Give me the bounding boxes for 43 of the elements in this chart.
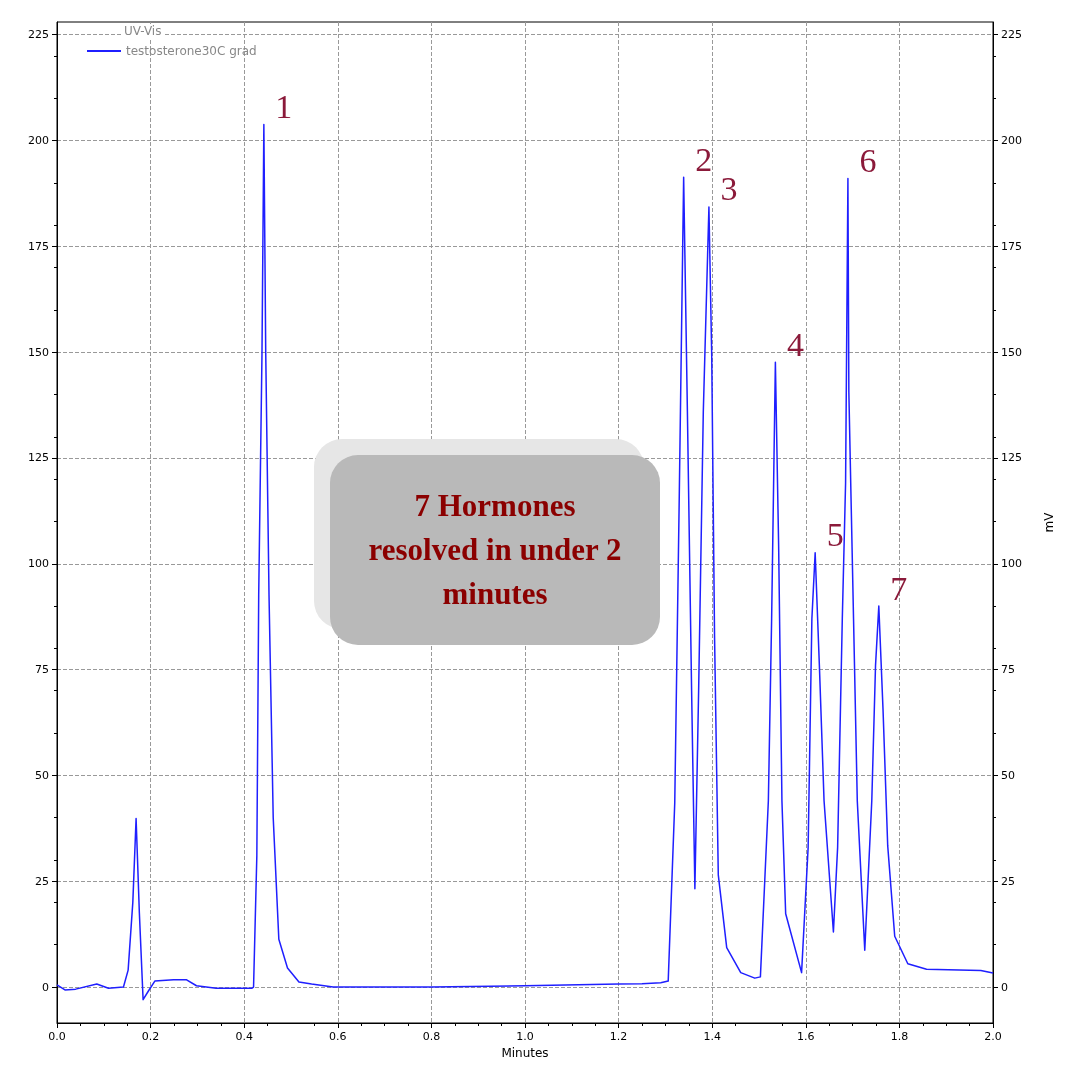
- annotation: 5: [826, 516, 844, 554]
- annotation: 3: [720, 170, 738, 208]
- y2-tick-label: 175: [1001, 239, 1022, 253]
- y2-tick-label: 50: [1001, 768, 1015, 782]
- y-tick-label: 100: [28, 557, 49, 571]
- x-tick-label: 0.2: [141, 1030, 160, 1043]
- line-series: [56, 123, 994, 1001]
- y2-axis-title: mV: [1042, 511, 1056, 533]
- y-tick-label: 225: [28, 28, 49, 42]
- annotation: 1: [275, 87, 293, 125]
- x-tick-label: 0.6: [329, 1030, 347, 1043]
- x-tick-label: 0.8: [422, 1030, 441, 1043]
- x-tick-label: 0.0: [48, 1030, 66, 1043]
- y-tick-label: 200: [28, 134, 49, 148]
- y2-tick-label: 0: [1001, 980, 1008, 994]
- annotation: 2: [695, 140, 713, 178]
- annotation: 6: [859, 142, 877, 180]
- y-tick-label: 25: [35, 874, 49, 888]
- y-tick-label: 50: [35, 768, 49, 782]
- y2-tick-label: 225: [1001, 28, 1022, 42]
- x-tick-label: 1.0: [516, 1030, 534, 1043]
- y2-tick-label: 150: [1001, 345, 1022, 359]
- x-tick-label: 1.2: [609, 1030, 628, 1043]
- y2-tick-label: 200: [1001, 134, 1022, 148]
- y2-tick-label: 25: [1001, 874, 1015, 888]
- y-tick-label: 0: [42, 980, 49, 994]
- x-tick-label: 0.4: [235, 1030, 253, 1043]
- y-tick-label: 125: [28, 451, 49, 465]
- x-tick-label: 2.0: [984, 1030, 1002, 1043]
- x-axis-title: Minutes: [501, 1046, 549, 1060]
- legend-title: UV-Vis: [124, 24, 162, 38]
- annotation: 4: [786, 325, 804, 363]
- x-tick-label: 1.6: [797, 1030, 815, 1043]
- y2-tick-label: 125: [1001, 451, 1022, 465]
- y-tick-label: 150: [28, 345, 49, 359]
- legend-label: testosterone30C grad: [126, 44, 257, 58]
- annotation: 7: [890, 569, 908, 607]
- y2-tick-label: 75: [1001, 663, 1015, 677]
- y-tick-label: 75: [35, 663, 49, 677]
- y-tick-label: 175: [28, 239, 49, 253]
- x-tick-label: 1.4: [703, 1030, 721, 1043]
- x-tick-label: 1.8: [890, 1030, 909, 1043]
- y2-tick-label: 100: [1001, 557, 1022, 571]
